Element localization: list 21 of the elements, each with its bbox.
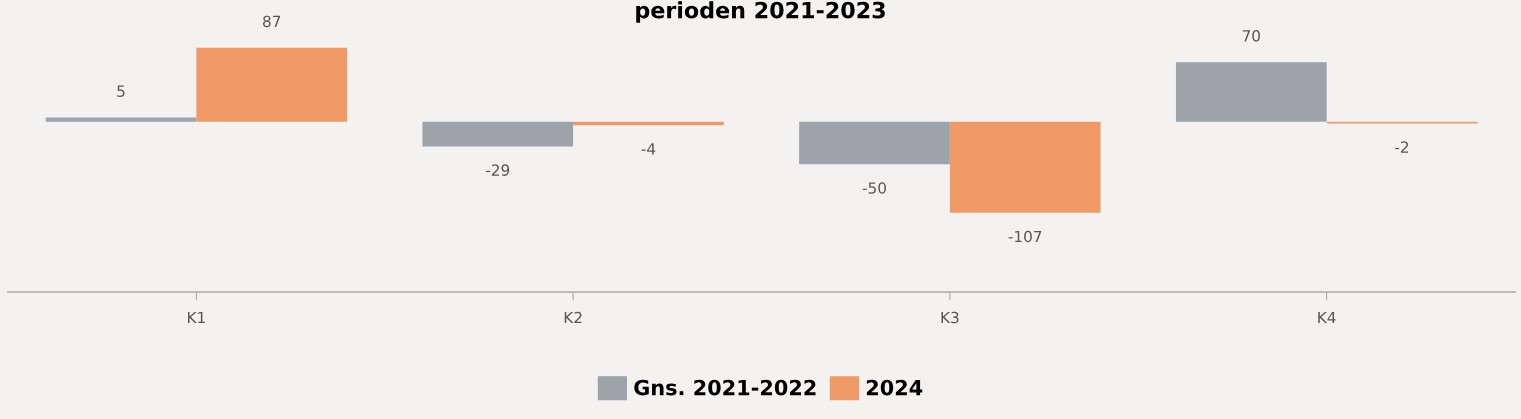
x-tick-label: K2 bbox=[564, 311, 582, 324]
x-tick-label: K3 bbox=[941, 311, 959, 324]
data-label: 5 bbox=[117, 85, 125, 97]
data-label: 87 bbox=[263, 15, 281, 28]
data-label: 70 bbox=[1242, 30, 1260, 42]
bar bbox=[1175, 62, 1327, 122]
bar bbox=[949, 121, 1101, 213]
bar bbox=[45, 117, 197, 122]
data-label: -29 bbox=[486, 164, 510, 176]
data-label: -2 bbox=[1395, 141, 1409, 153]
x-tick-label: K4 bbox=[1318, 311, 1336, 324]
x-tick-label: K1 bbox=[188, 311, 205, 324]
bar bbox=[196, 47, 348, 122]
data-label: -4 bbox=[641, 143, 656, 155]
legend-label: 2024 bbox=[866, 379, 923, 396]
data-label: -107 bbox=[1008, 230, 1042, 243]
legend-label: Gns. 2021-2022 bbox=[634, 379, 816, 396]
bar bbox=[799, 121, 950, 165]
bar bbox=[422, 121, 574, 147]
chart-title: perioden 2021-2023 bbox=[636, 1, 885, 23]
data-label: -50 bbox=[862, 182, 886, 194]
